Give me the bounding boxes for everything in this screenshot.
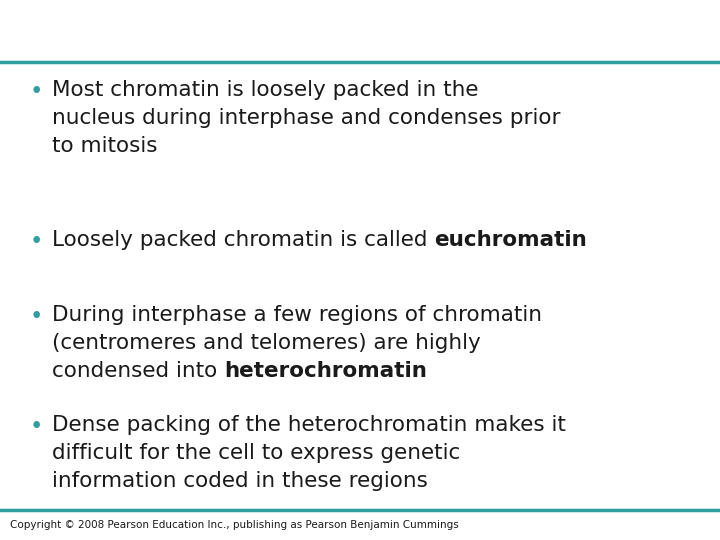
Text: difficult for the cell to express genetic: difficult for the cell to express geneti… [52,443,460,463]
Text: euchromatin: euchromatin [434,230,587,250]
Text: •: • [30,305,43,328]
Text: •: • [30,80,43,103]
Text: Copyright © 2008 Pearson Education Inc., publishing as Pearson Benjamin Cummings: Copyright © 2008 Pearson Education Inc.,… [10,520,459,530]
Text: •: • [30,415,43,438]
Text: During interphase a few regions of chromatin: During interphase a few regions of chrom… [52,305,542,325]
Text: Most chromatin is loosely packed in the: Most chromatin is loosely packed in the [52,80,479,100]
Text: information coded in these regions: information coded in these regions [52,471,428,491]
Text: Dense packing of the heterochromatin makes it: Dense packing of the heterochromatin mak… [52,415,566,435]
Text: heterochromatin: heterochromatin [224,361,427,381]
Text: condensed into: condensed into [52,361,224,381]
Text: to mitosis: to mitosis [52,136,158,156]
Text: (centromeres and telomeres) are highly: (centromeres and telomeres) are highly [52,333,481,353]
Text: nucleus during interphase and condenses prior: nucleus during interphase and condenses … [52,108,560,128]
Text: Loosely packed chromatin is called: Loosely packed chromatin is called [52,230,434,250]
Text: •: • [30,230,43,253]
